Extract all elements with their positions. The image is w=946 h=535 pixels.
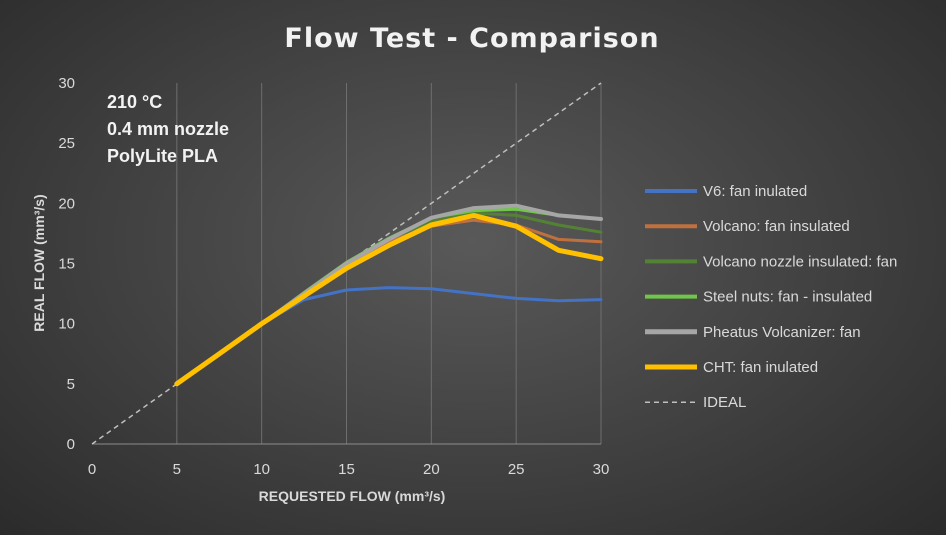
y-axis-label: REAL FLOW (mm³/s) <box>31 194 47 331</box>
y-tick-label: 30 <box>58 75 75 92</box>
y-tick-label: 0 <box>67 436 75 453</box>
series-line <box>174 212 604 387</box>
legend-label: Steel nuts: fan - insulated <box>703 289 872 306</box>
y-tick-label: 10 <box>58 316 75 333</box>
gridlines <box>92 83 602 445</box>
series-line <box>175 286 603 386</box>
x-tick-label: 5 <box>173 461 181 478</box>
x-tick-label: 15 <box>338 461 355 478</box>
y-tick-label: 25 <box>58 135 75 152</box>
legend: V6: fan inulated Volcano: fan insulated Vo… <box>645 183 897 411</box>
legend-label: Volcano: fan insulated <box>703 218 850 235</box>
x-tick-label: 30 <box>593 461 610 478</box>
annotation-block: 210 °C 0.4 mm nozzle PolyLite PLA <box>107 92 229 166</box>
x-tick-label: 10 <box>253 461 270 478</box>
x-tick-label: 0 <box>88 461 96 478</box>
annotation-nozzle: 0.4 mm nozzle <box>107 119 229 139</box>
y-tick-label: 5 <box>67 376 75 393</box>
legend-label: Pheatus Volcanizer: fan <box>703 324 861 341</box>
x-tick-label: 20 <box>423 461 440 478</box>
legend-label: V6: fan inulated <box>703 183 807 200</box>
x-tick-label: 25 <box>508 461 525 478</box>
annotation-material: PolyLite PLA <box>107 146 218 166</box>
legend-label: Volcano nozzle insulated: fan <box>703 253 897 270</box>
y-axis-ticks: 0 5 10 15 20 25 30 <box>58 75 75 453</box>
x-axis-label: REQUESTED FLOW (mm³/s) <box>259 488 446 504</box>
y-tick-label: 15 <box>58 256 75 273</box>
y-tick-label: 20 <box>58 195 75 212</box>
series-lines <box>91 82 604 445</box>
x-axis-ticks: 0 5 10 15 20 25 30 <box>88 461 610 478</box>
chart-title: Flow Test - Comparison <box>284 23 659 54</box>
legend-label: CHT: fan inulated <box>703 359 818 376</box>
legend-label: IDEAL <box>703 394 746 411</box>
annotation-temperature: 210 °C <box>107 92 162 112</box>
